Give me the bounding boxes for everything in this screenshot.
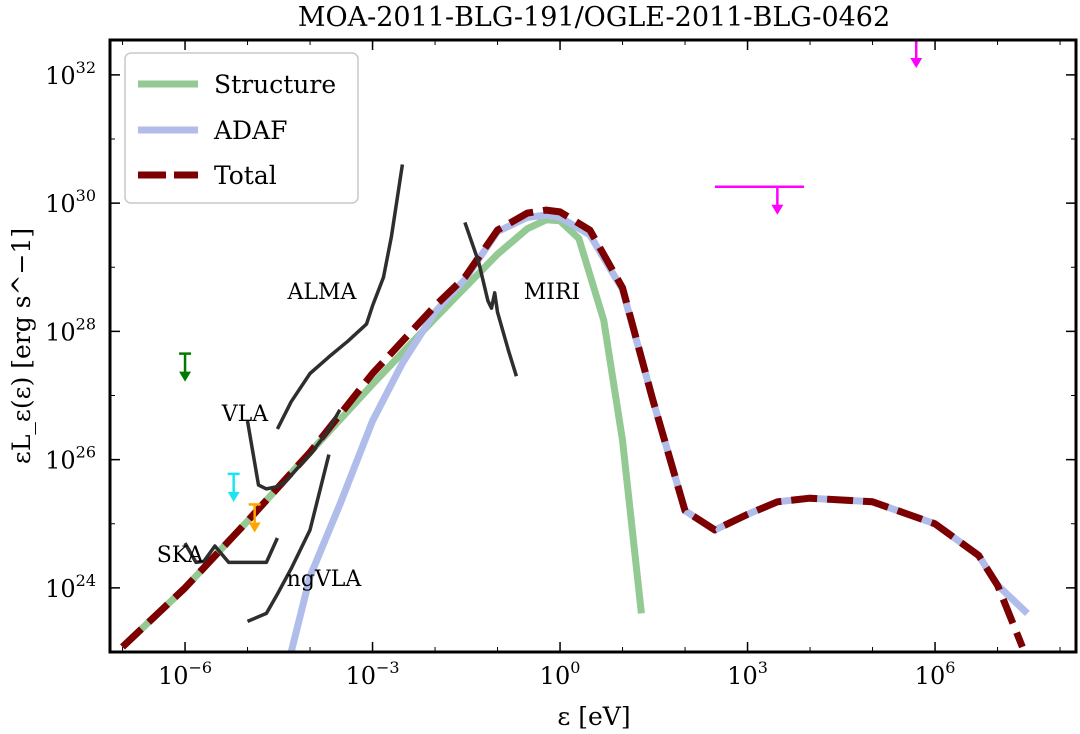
- legend-label-structure: Structure: [214, 70, 336, 99]
- y-tick-label: 1026: [45, 443, 96, 475]
- instrument-label-ska: SKA: [157, 543, 205, 568]
- sensitivity-curve-vla: [245, 408, 342, 491]
- legend-label-total: Total: [214, 161, 277, 190]
- upper-limit-arrow-head: [910, 58, 923, 68]
- sensitivity-curve-alma: [275, 164, 405, 430]
- series-total: [120, 206, 1026, 650]
- y-tick-label: 1030: [45, 186, 96, 218]
- annotations-layer: ALMA MIRI VLA SKA ngVLA: [157, 280, 581, 592]
- legend: Structure ADAF Total: [124, 52, 359, 204]
- plot-frame: [108, 38, 1078, 654]
- x-axis-label: ε [eV]: [557, 702, 630, 731]
- sensitivity-curve-ska: [183, 537, 279, 565]
- upper-limit-arrow-head: [248, 522, 261, 533]
- legend-box: [124, 52, 359, 204]
- instrument-label-ngvla: ngVLA: [287, 567, 363, 592]
- upper-limit-arrow-head: [179, 371, 192, 382]
- sensitivity-curve-miri: [463, 221, 519, 377]
- clipped-curves: [120, 164, 1030, 652]
- x-tick-label: 10−3: [345, 658, 399, 690]
- x-tick-label: 106: [915, 658, 956, 690]
- sensitivity-curve-ngvla: [246, 454, 331, 624]
- ticks-layer: 10−6 10−3 100 103 106 1024 1026 1028 1030 1032: [45, 40, 1076, 690]
- x-tick-label: 10−6: [158, 658, 212, 690]
- y-tick-label: 1024: [45, 571, 96, 603]
- y-tick-label: 1032: [45, 58, 96, 90]
- upper-limit-arrow-head: [771, 204, 784, 215]
- curves-layer: [120, 164, 1030, 652]
- instrument-label-alma: ALMA: [287, 280, 358, 305]
- x-tick-label: 100: [540, 658, 581, 690]
- chart-title: MOA-2011-BLG-191/OGLE-2011-BLG-0462: [298, 2, 890, 33]
- legend-label-adaf: ADAF: [213, 116, 288, 145]
- instrument-label-miri: MIRI: [524, 280, 580, 305]
- y-axis-label: εL_ε(ε) [erg s^−1]: [7, 228, 36, 464]
- x-tick-label: 103: [727, 658, 768, 690]
- instrument-label-vla: VLA: [221, 402, 269, 427]
- y-tick-label: 1028: [45, 314, 96, 346]
- upper-limit-arrow-head: [227, 491, 240, 502]
